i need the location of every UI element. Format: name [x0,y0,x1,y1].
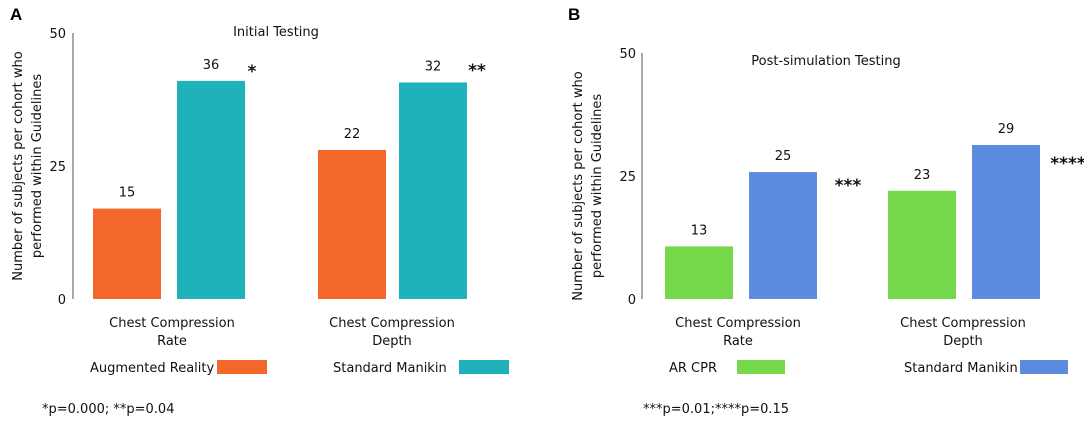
footnote: *p=0.000; **p=0.04 [42,402,174,417]
legend-label: Standard Manikin [904,361,1018,376]
category-label: Rate [723,334,753,349]
bar [888,190,956,299]
legend-label: AR CPR [669,361,717,376]
category-label: Chest Compression [675,316,801,331]
y-tick-label: 50 [49,27,66,42]
category-label: Depth [943,334,983,349]
data-label: 15 [119,186,136,201]
legend-swatch [737,360,785,374]
category-label: Chest Compression [109,316,235,331]
bar [318,150,386,299]
chart-title: Post-simulation Testing [751,54,901,69]
data-label: 29 [998,122,1015,137]
y-tick-label: 50 [619,47,636,62]
significance-marker: **** [1050,154,1084,174]
y-axis-label: Number of subjects per cohort who perform… [11,51,45,281]
legend-swatch [217,360,267,374]
legend-label: Standard Manikin [333,361,447,376]
panel-a: A Initial Testing 0 25 50 Number of subjects … [10,5,509,417]
data-label: 32 [425,59,442,74]
panel-letter: B [568,5,580,24]
bar [399,82,467,299]
bar [665,246,733,299]
footnote: ***p=0.01;****p=0.15 [643,402,789,417]
data-label: 25 [775,149,792,164]
y-tick-label: 25 [619,170,636,185]
bar [749,172,817,299]
significance-marker: *** [835,176,862,196]
category-label: Rate [157,334,187,349]
bar [972,145,1040,299]
legend-swatch [1020,360,1068,374]
legend-swatch [459,360,509,374]
y-tick-label: 25 [49,160,66,175]
y-tick-label: 0 [58,293,66,308]
bar [177,80,245,299]
significance-marker: ** [468,61,486,81]
data-label: 36 [203,58,220,73]
y-axis-label-line: performed within Guidelines [30,74,45,258]
bar [93,208,161,299]
panel-letter: A [10,5,22,24]
data-label: 23 [914,168,931,183]
y-tick-label: 0 [628,293,636,308]
chart-title: Initial Testing [233,25,319,40]
category-label: Chest Compression [900,316,1026,331]
y-axis-label-line: Number of subjects per cohort who [571,71,586,301]
y-axis-label-line: Number of subjects per cohort who [11,51,26,281]
data-label: 22 [344,127,361,142]
legend-label: Augmented Reality [90,361,214,376]
significance-marker: * [248,62,257,82]
panel-b: B Post-simulation Testing 0 25 50 Number of s… [568,5,1084,417]
category-label: Depth [372,334,412,349]
y-axis-label: Number of subjects per cohort who perform… [571,71,605,301]
y-axis-label-line: performed within Guidelines [590,94,605,278]
category-label: Chest Compression [329,316,455,331]
data-label: 13 [691,223,708,238]
